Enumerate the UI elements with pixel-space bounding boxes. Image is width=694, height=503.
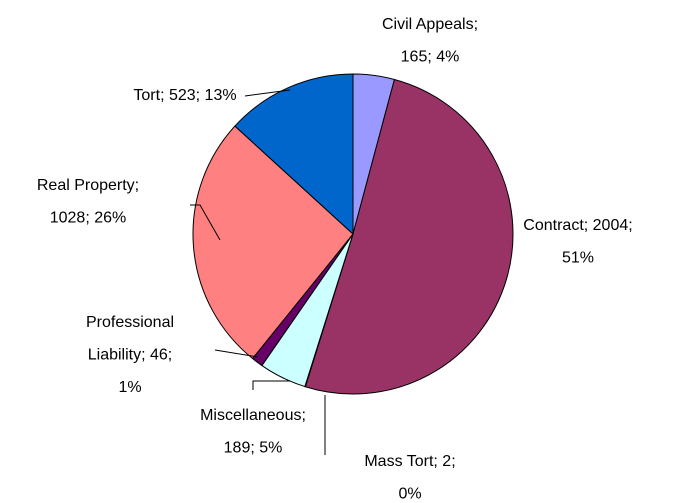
leader-line xyxy=(252,380,290,390)
data-label: Real Property; 1028; 26% xyxy=(37,177,139,227)
data-label: Tort; 523; 13% xyxy=(133,87,236,104)
data-labels: Civil Appeals; 165; 4% Contract; 2004; 51% M… xyxy=(37,16,633,503)
pie-slice xyxy=(192,125,354,360)
pie-slice xyxy=(304,78,514,395)
data-label: Miscellaneous; 189; 5% xyxy=(200,407,306,457)
leader-line xyxy=(190,204,221,241)
leader-line xyxy=(244,89,291,97)
data-label: Civil Appeals; 165; 4% xyxy=(382,16,478,66)
pie xyxy=(192,73,514,395)
data-label: Mass Tort; 2; 0% xyxy=(364,453,455,503)
data-label: Contract; 2004; 51% xyxy=(523,217,632,267)
data-label: Professional Liability; 46; 1% xyxy=(86,314,174,396)
leader-lines xyxy=(190,89,326,455)
pie-slice xyxy=(234,73,354,236)
leader-line xyxy=(214,349,259,358)
